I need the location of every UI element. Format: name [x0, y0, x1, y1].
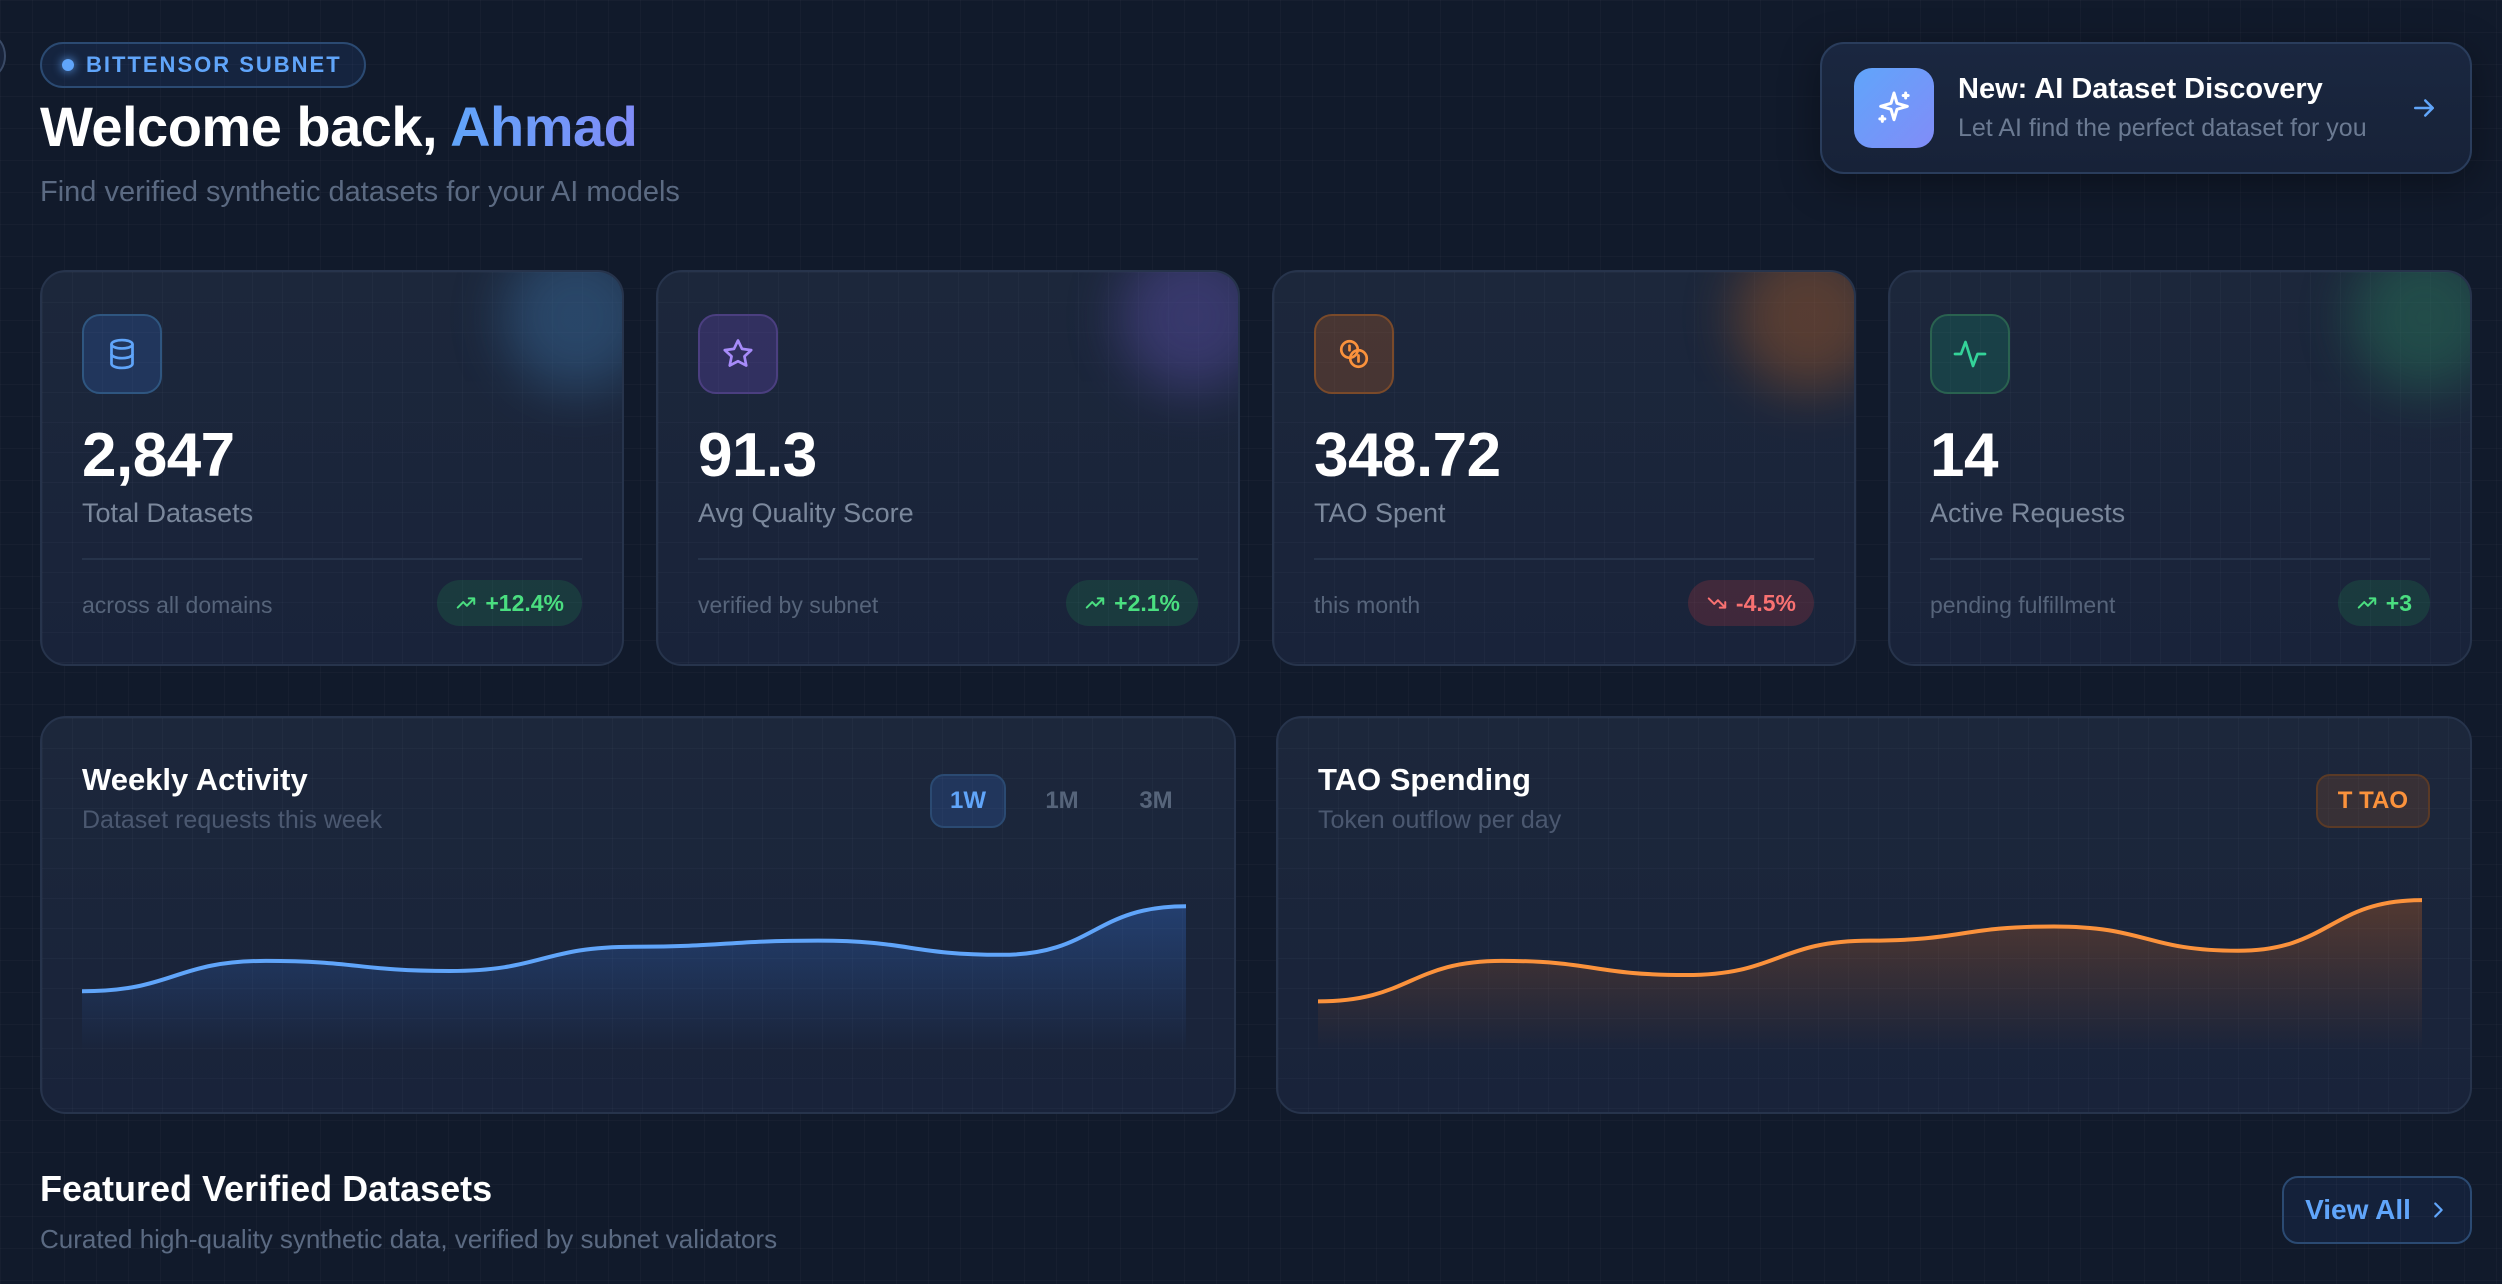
trending-up-icon: [2357, 597, 2377, 609]
sparkles-icon: [1854, 68, 1934, 148]
weekly-activity-chart: [82, 904, 1186, 1052]
divider: [1314, 558, 1814, 560]
stat-value: 14: [1930, 421, 1998, 490]
card-glow: [2350, 272, 2470, 392]
change-value: +12.4%: [485, 589, 564, 616]
card-glow: [1734, 272, 1854, 392]
stat-caption: across all domains: [82, 592, 273, 618]
sidebar-toggle-handle[interactable]: [0, 36, 6, 76]
view-all-button[interactable]: View All: [2282, 1176, 2472, 1244]
promo-subtitle: Let AI find the perfect dataset for you: [1958, 114, 2367, 142]
tao-spending-chart: [1318, 898, 2422, 1052]
subnet-badge: BITTENSOR SUBNET: [40, 42, 366, 88]
welcome-heading: Welcome back, Ahmad: [40, 94, 638, 159]
arrow-right-icon[interactable]: [2406, 90, 2442, 126]
chart-area-fill: [1318, 900, 2422, 1052]
chart-area-fill: [82, 906, 1186, 1052]
stat-value: 2,847: [82, 421, 235, 490]
database-icon: [82, 314, 162, 394]
featured-section-title: Featured Verified Datasets: [40, 1168, 493, 1209]
ai-discovery-promo-card[interactable]: New: AI Dataset Discovery Let AI find th…: [1820, 42, 2472, 174]
chart-title: Weekly Activity: [82, 762, 308, 797]
range-tab-1w[interactable]: 1W: [930, 774, 1006, 828]
divider: [1930, 558, 2430, 560]
stat-caption: pending fulfillment: [1930, 592, 2116, 618]
range-tabs: 1W 1M 3M: [930, 774, 1194, 828]
welcome-prefix: Welcome back,: [40, 95, 438, 158]
stat-value: 348.72: [1314, 421, 1501, 490]
change-badge: +2.1%: [1066, 580, 1198, 626]
trending-up-icon: [1085, 597, 1105, 609]
trending-up-icon: [457, 597, 476, 609]
tao-spending-card: TAO Spending Token outflow per day T TAO: [1276, 716, 2472, 1114]
stat-label: TAO Spent: [1314, 498, 1446, 528]
view-all-label: View All: [2305, 1194, 2411, 1225]
change-badge: +3: [2337, 580, 2430, 626]
featured-section-subtitle: Curated high-quality synthetic data, ver…: [40, 1224, 778, 1254]
status-dot: [62, 59, 74, 71]
change-value: -4.5%: [1735, 589, 1796, 616]
stat-value: 91.3: [698, 421, 817, 490]
subnet-badge-label: BITTENSOR SUBNET: [86, 52, 342, 77]
range-tab-3m[interactable]: 3M: [1139, 787, 1173, 814]
page-subtitle: Find verified synthetic datasets for you…: [40, 176, 680, 208]
stat-card-avg-quality: 91.3 Avg Quality Score verified by subne…: [656, 270, 1240, 666]
chevron-right-icon: [2434, 1202, 2443, 1218]
stat-caption: this month: [1314, 592, 1421, 618]
tao-currency-badge: T TAO: [2315, 774, 2430, 828]
trending-down-icon: [1707, 597, 1727, 609]
coins-icon: [1314, 314, 1394, 394]
change-badge: +12.4%: [437, 580, 582, 626]
chart-title: TAO Spending: [1318, 762, 1531, 797]
stat-card-tao-spent: 348.72 TAO Spent this month -4.5%: [1272, 270, 1856, 666]
card-glow: [502, 272, 622, 392]
stat-label: Active Requests: [1930, 498, 2126, 528]
chart-series-line: [82, 904, 1186, 994]
stat-label: Avg Quality Score: [698, 498, 914, 528]
change-value: +2.1%: [1114, 589, 1180, 616]
stat-card-active-requests: 14 Active Requests pending fulfillment +…: [1888, 270, 2472, 666]
chart-subtitle: Token outflow per day: [1318, 806, 1562, 834]
weekly-activity-card: Weekly Activity Dataset requests this we…: [40, 716, 1236, 1114]
range-tab-1m[interactable]: 1M: [1045, 787, 1079, 814]
activity-icon: [1930, 314, 2010, 394]
stat-caption: verified by subnet: [698, 592, 879, 618]
divider: [698, 558, 1198, 560]
change-value: +3: [2385, 589, 2412, 616]
chart-subtitle: Dataset requests this week: [82, 806, 383, 834]
promo-title: New: AI Dataset Discovery: [1958, 73, 2323, 105]
star-icon: [698, 314, 778, 394]
chart-series-line: [1318, 898, 2422, 1004]
user-name: Ahmad: [450, 95, 638, 158]
divider: [82, 558, 582, 560]
stat-label: Total Datasets: [82, 498, 254, 528]
card-glow: [1118, 272, 1238, 392]
change-badge: -4.5%: [1687, 580, 1814, 626]
stat-card-total-datasets: 2,847 Total Datasets across all domains …: [40, 270, 624, 666]
